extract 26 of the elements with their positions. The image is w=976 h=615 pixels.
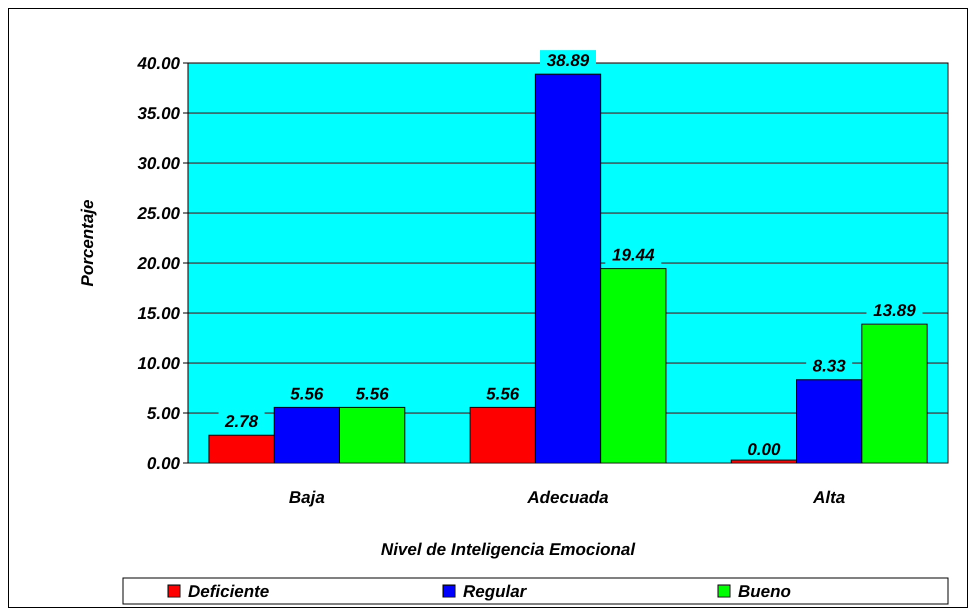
x-tick-label: Adecuada bbox=[526, 488, 609, 507]
y-axis-title: Porcentaje bbox=[78, 200, 97, 286]
y-tick-label: 0.00 bbox=[146, 454, 181, 473]
y-tick-label: 25.00 bbox=[136, 204, 181, 223]
data-label: 5.56 bbox=[356, 384, 390, 404]
data-label: 5.56 bbox=[290, 384, 324, 404]
y-tick-label: 5.00 bbox=[146, 404, 181, 423]
legend-label: Deficiente bbox=[188, 582, 270, 601]
x-tick-label: Alta bbox=[812, 488, 846, 507]
x-axis-title: Nivel de Inteligencia Emocional bbox=[380, 540, 636, 559]
y-tick-label: 10.00 bbox=[137, 354, 181, 373]
data-label: 13.89 bbox=[873, 301, 916, 320]
data-label: 19.44 bbox=[612, 246, 656, 265]
data-label: 5.56 bbox=[486, 384, 520, 404]
data-label: 0.00 bbox=[747, 440, 781, 459]
y-tick-label: 35.00 bbox=[137, 104, 181, 123]
data-label: 8.33 bbox=[812, 356, 846, 376]
data-label: 38.89 bbox=[546, 51, 590, 70]
x-tick-label: Baja bbox=[288, 488, 325, 507]
y-tick-label: 15.00 bbox=[137, 304, 181, 323]
y-tick-label: 30.00 bbox=[137, 154, 181, 173]
y-tick-label: 20.00 bbox=[136, 254, 181, 273]
data-label: 2.78 bbox=[224, 412, 259, 432]
legend-label: Bueno bbox=[738, 582, 791, 601]
legend-label: Regular bbox=[463, 582, 528, 601]
y-tick-label: 40.00 bbox=[136, 54, 181, 73]
